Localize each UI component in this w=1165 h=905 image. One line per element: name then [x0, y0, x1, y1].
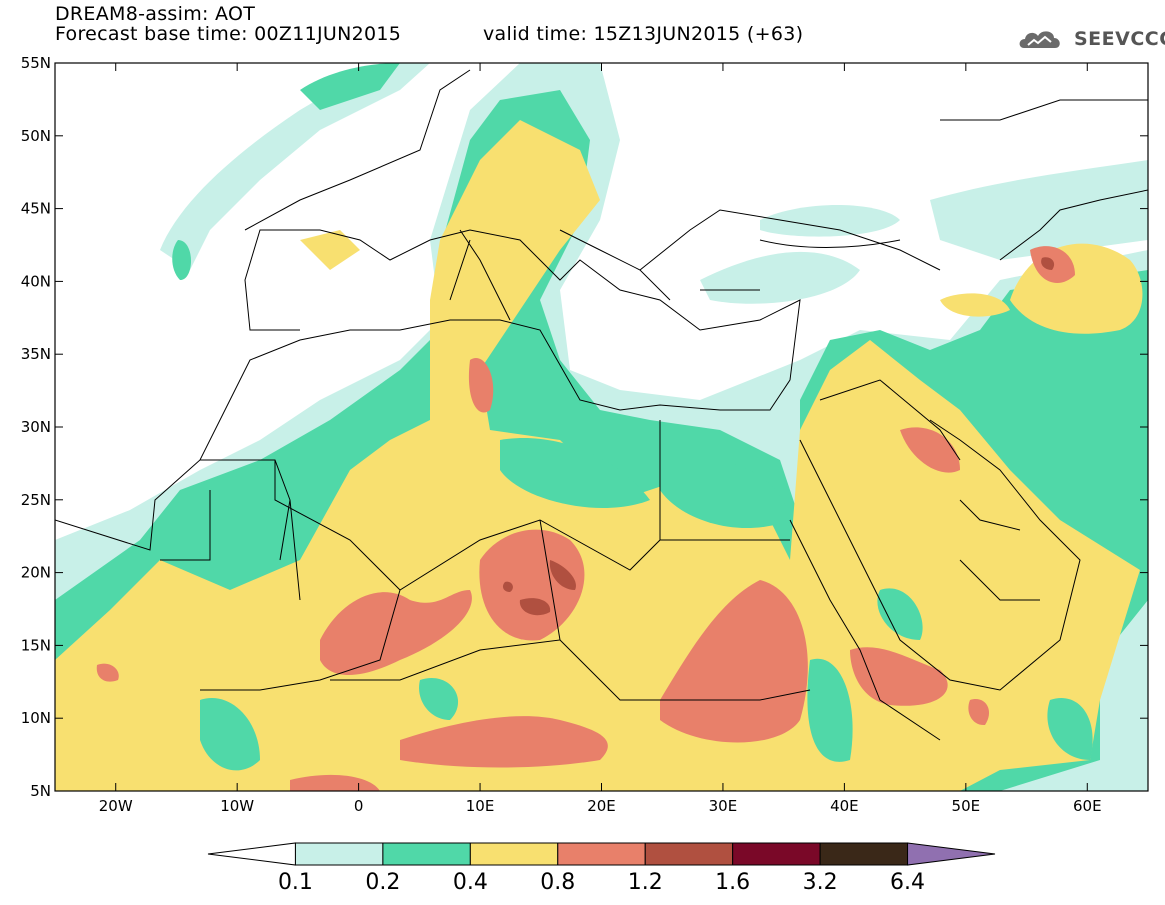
- lat-tick-label: 10N: [21, 709, 51, 727]
- lon-tick-label: 10W: [220, 797, 254, 815]
- lon-tick-label: 20W: [99, 797, 133, 815]
- longitude-axis: 20W 10W 0 10E 20E 30E 40E 50E 60E: [99, 63, 1102, 815]
- colorbar-label: 0.4: [453, 870, 488, 895]
- colorbar-swatch: [732, 842, 821, 866]
- lat-tick-label: 35N: [21, 345, 51, 363]
- lat-tick-label: 25N: [21, 491, 51, 509]
- aot-level-1.2: [502, 257, 1055, 616]
- coastlines-borders: [55, 69, 1148, 741]
- aot-level-0.8: [96, 246, 1075, 791]
- colorbar-swatch: [207, 842, 296, 866]
- logo-text: SEEVCCC: [1074, 28, 1165, 50]
- lon-tick-label: 50E: [952, 797, 981, 815]
- map-title: DREAM8-assim: AOT: [55, 3, 256, 25]
- lon-tick-label: 0: [354, 797, 364, 815]
- colorbar-label: 3.2: [803, 870, 838, 895]
- lon-tick-label: 30E: [709, 797, 738, 815]
- cloud-icon: [1019, 31, 1060, 48]
- seevccc-logo: SEEVCCC: [1018, 26, 1165, 52]
- colorbar-swatch: [644, 842, 734, 866]
- lon-tick-label: 60E: [1073, 797, 1102, 815]
- colorbar-swatch: [557, 842, 646, 866]
- lat-tick-label: 30N: [21, 418, 51, 436]
- lat-tick-label: 5N: [30, 782, 51, 800]
- colorbar-swatch: [382, 842, 471, 866]
- lon-tick-label: 20E: [587, 797, 616, 815]
- colorbar-label: 0.8: [540, 870, 575, 895]
- latitude-axis: 55N 50N 45N 40N 35N 30N 25N 20N 15N 10N 5N: [21, 54, 1148, 800]
- lat-tick-label: 15N: [21, 636, 51, 654]
- colorbar-label: 6.4: [890, 870, 925, 895]
- colorbar-label: 0.1: [278, 870, 313, 895]
- colorbar-swatch: [294, 842, 384, 866]
- lon-tick-label: 10E: [466, 797, 495, 815]
- aot-field: [55, 63, 1148, 791]
- colorbar-label: 1.6: [715, 870, 750, 895]
- colorbar-swatch: [469, 842, 559, 866]
- colorbar-swatch: [907, 842, 996, 866]
- colorbar-swatch: [819, 842, 909, 866]
- lat-tick-label: 50N: [21, 127, 51, 145]
- colorbar: 0.1 0.2 0.4 0.8 1.2 1.6 3.2 6.4: [207, 842, 996, 895]
- colorbar-label: 0.2: [365, 870, 400, 895]
- colorbar-label: 1.2: [628, 870, 663, 895]
- lon-tick-label: 40E: [830, 797, 859, 815]
- aot-level-0.2-patches: [200, 438, 1093, 771]
- lat-tick-label: 55N: [21, 54, 51, 72]
- lat-tick-label: 45N: [21, 200, 51, 218]
- lat-tick-label: 20N: [21, 564, 51, 582]
- lat-tick-label: 40N: [21, 272, 51, 290]
- forecast-base-time: Forecast base time: 00Z11JUN2015: [55, 23, 402, 45]
- valid-time: valid time: 15Z13JUN2015 (+63): [483, 23, 804, 45]
